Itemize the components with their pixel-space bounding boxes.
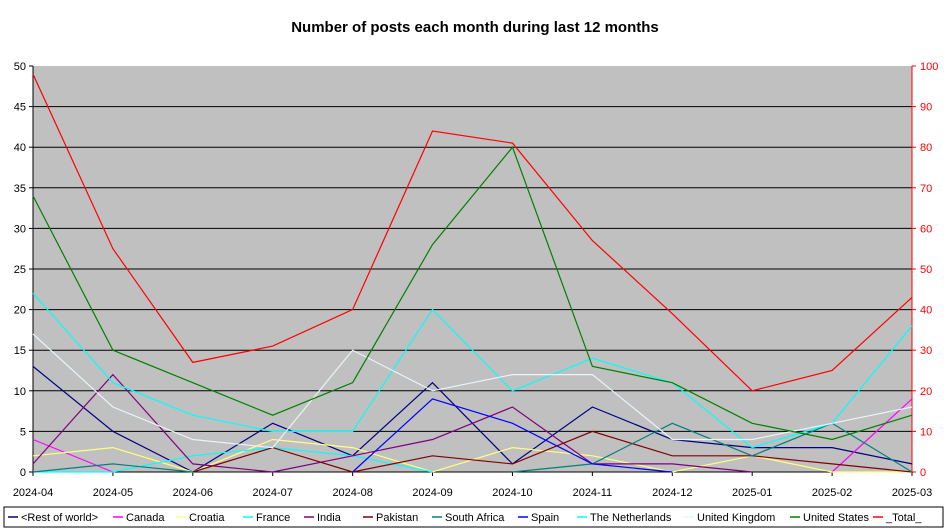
y-tick-label: 10 [14,386,26,398]
x-tick-label: 2024-04 [13,487,53,499]
y-tick-label: 50 [14,61,26,73]
y2-tick-label: 70 [920,183,932,195]
legend-label: The Netherlands [590,512,672,524]
x-tick-label: 2024-08 [332,487,372,499]
series-line-pakistan [192,430,913,473]
series-line-france [33,446,433,473]
series-line-spain [352,398,673,473]
y2-tick-label: 0 [920,467,926,479]
x-tick-label: 2025-01 [732,487,772,499]
y-tick-label: 45 [14,102,26,114]
x-tick-label: 2024-07 [253,487,293,499]
series-line-the-netherlands [32,292,913,449]
series-line-total [32,73,913,392]
y-tick-label: 25 [14,264,26,276]
legend-entry-pakistan: Pakistan [363,512,418,524]
x-tick-label: 2024-11 [573,487,613,499]
legend-entry-france: France [243,512,290,524]
y-tick-label: 35 [14,183,26,195]
y2-tick-label: 60 [920,223,932,235]
x-tick-label: 2024-09 [412,487,452,499]
x-tick-label: 2024-10 [492,487,532,499]
legend-entry-rest-of-world: <Rest of world> [8,512,98,524]
legend-label: Spain [531,512,559,524]
legend-entry-united-states: United States [790,512,870,524]
series-line-south-africa [32,463,193,473]
legend-label: Pakistan [376,512,418,524]
y2-tick-label: 30 [920,345,932,357]
legend-label: Croatia [189,512,225,524]
x-tick-label: 2024-12 [652,487,692,499]
legend-entry-united-kingdom: United Kingdom [684,512,775,524]
y2-tick-label: 100 [920,61,938,73]
x-tick-label: 2025-03 [892,487,932,499]
legend-label: United States [803,512,870,524]
y-tick-label: 40 [14,142,26,154]
legend [3,506,944,528]
y2-tick-label: 90 [920,102,932,114]
x-tick-label: 2024-06 [173,487,213,499]
legend-entry-croatia: Croatia [176,512,225,524]
legend-label: South Africa [445,512,505,524]
legend-entry-the-netherlands: The Netherlands [577,512,672,524]
y2-tick-label: 50 [920,264,932,276]
legend-entry-spain: Spain [518,512,559,524]
legend-label: <Rest of world> [21,512,98,524]
y-tick-label: 15 [14,345,26,357]
legend-entry-india: India [304,512,342,524]
legend-entry-canada: Canada [113,512,165,524]
legend-label: Canada [126,512,165,524]
y-tick-label: 20 [14,305,26,317]
legend-entry-south-africa: South Africa [432,512,505,524]
y2-tick-label: 40 [920,305,932,317]
chart-title: Number of posts each month during last 1… [291,19,659,36]
series-line-canada [32,438,114,473]
y2-tick-label: 10 [920,426,932,438]
y-tick-label: 30 [14,223,26,235]
series-line-india [32,373,753,473]
y2-tick-label: 80 [920,142,932,154]
y-tick-label: 0 [20,467,26,479]
legend-label: France [256,512,290,524]
legend-label: _Total_ [885,512,922,524]
x-tick-label: 2024-05 [93,487,133,499]
y-tick-label: 5 [20,426,26,438]
series-line-united-kingdom [32,333,913,449]
series-line-united-states [32,146,913,441]
series-line-canada [831,398,913,473]
legend-label: India [317,512,342,524]
legend-label: United Kingdom [697,512,775,524]
y2-tick-label: 20 [920,386,932,398]
x-tick-label: 2025-02 [812,487,852,499]
legend-entry-total: _Total_ [873,512,922,524]
